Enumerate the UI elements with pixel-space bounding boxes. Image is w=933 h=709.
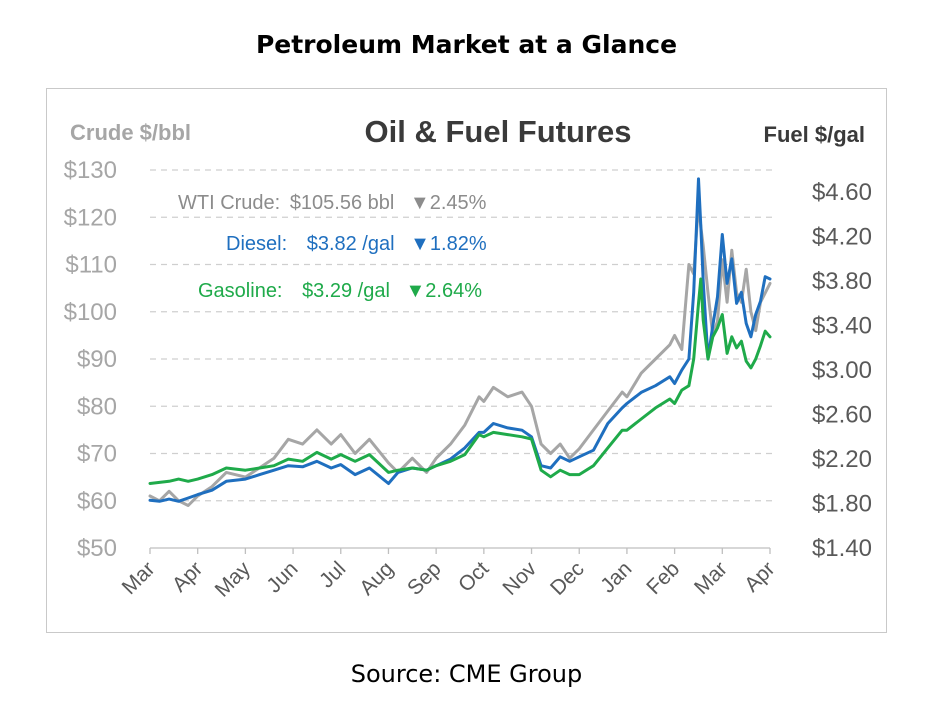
x-tick-label: Mar bbox=[118, 557, 160, 599]
x-tick-label: Mar bbox=[690, 557, 732, 599]
diesel-change: ▼1.82% bbox=[410, 233, 487, 255]
series-lines bbox=[148, 177, 772, 507]
right-tick-label: $1.80 bbox=[812, 491, 872, 518]
gasoline-annotation: Gasoline: $3.29 /gal ▼2.64% bbox=[198, 280, 482, 302]
right-axis-label: Fuel $/gal bbox=[764, 122, 865, 147]
right-tick-labels: $4.60 $4.20 $3.80 $3.40 $3.00 $2.60 $2.20 $1.80… bbox=[812, 179, 872, 562]
left-tick-label: $80 bbox=[77, 393, 117, 420]
diesel-annotation: Diesel: $3.82 /gal ▼1.82% bbox=[226, 233, 487, 255]
x-tick-label: Apr bbox=[740, 557, 779, 596]
x-tick-label: May bbox=[211, 557, 256, 602]
left-tick-label: $50 bbox=[77, 535, 117, 562]
grid-lines bbox=[150, 169, 775, 502]
x-tick-label: Jul bbox=[315, 557, 350, 592]
chart-frame bbox=[46, 88, 887, 633]
x-tick-label: Oct bbox=[454, 557, 493, 596]
right-tick-label: $2.60 bbox=[812, 402, 872, 429]
right-tick-label: $3.80 bbox=[812, 268, 872, 295]
crude-label: WTI Crude: bbox=[178, 192, 280, 214]
x-tick-label: Aug bbox=[355, 557, 398, 600]
left-tick-label: $60 bbox=[77, 488, 117, 515]
x-tick-label: Dec bbox=[546, 557, 589, 600]
left-tick-label: $100 bbox=[64, 299, 117, 326]
right-tick-label: $2.20 bbox=[812, 446, 872, 473]
crude-change: ▼2.45% bbox=[410, 192, 487, 214]
left-tick-label: $110 bbox=[65, 252, 117, 279]
right-tick-label: $4.60 bbox=[812, 179, 872, 206]
left-tick-labels: $130 $120 $110 $100 $90 $80 $70 $60 $50 bbox=[64, 157, 117, 562]
crude-annotation: WTI Crude: $105.56 bbl ▼2.45% bbox=[178, 192, 487, 214]
crude-value: $105.56 bbl bbox=[290, 192, 395, 214]
left-tick-label: $90 bbox=[77, 346, 117, 373]
left-tick-label: $70 bbox=[77, 441, 117, 468]
x-tick-label: Jun bbox=[262, 557, 302, 597]
right-tick-label: $1.40 bbox=[812, 535, 872, 562]
x-tick-label: Feb bbox=[642, 557, 684, 599]
diesel-value: $3.82 /gal bbox=[307, 233, 395, 255]
x-tick-label: Jan bbox=[596, 557, 636, 597]
gasoline-label: Gasoline: bbox=[198, 280, 283, 302]
gasoline-change: ▼2.64% bbox=[405, 280, 482, 302]
left-tick-label: $120 bbox=[64, 204, 117, 231]
left-tick-label: $130 bbox=[64, 157, 117, 184]
right-tick-label: $3.40 bbox=[812, 313, 872, 340]
right-tick-label: $3.00 bbox=[812, 357, 872, 384]
x-tick-label: Sep bbox=[403, 557, 446, 600]
gasoline-line bbox=[148, 277, 772, 485]
crude-line bbox=[148, 201, 772, 507]
diesel-label: Diesel: bbox=[226, 233, 287, 255]
x-tick-label: Nov bbox=[498, 557, 541, 600]
x-tick-label: Apr bbox=[168, 557, 207, 596]
right-tick-label: $4.20 bbox=[812, 224, 872, 251]
source-note: Source: CME Group bbox=[350, 660, 583, 688]
chart-title: Oil & Fuel Futures bbox=[365, 114, 632, 149]
diesel-line bbox=[148, 177, 772, 503]
page-title: Petroleum Market at a Glance bbox=[255, 30, 678, 59]
x-axis: Mar Apr May Jun Jul Aug Sep Oct Nov Dec Jan Feb Mar A… bbox=[118, 547, 780, 602]
gasoline-value: $3.29 /gal bbox=[302, 280, 390, 302]
left-axis-label: Crude $/bbl bbox=[70, 120, 191, 145]
